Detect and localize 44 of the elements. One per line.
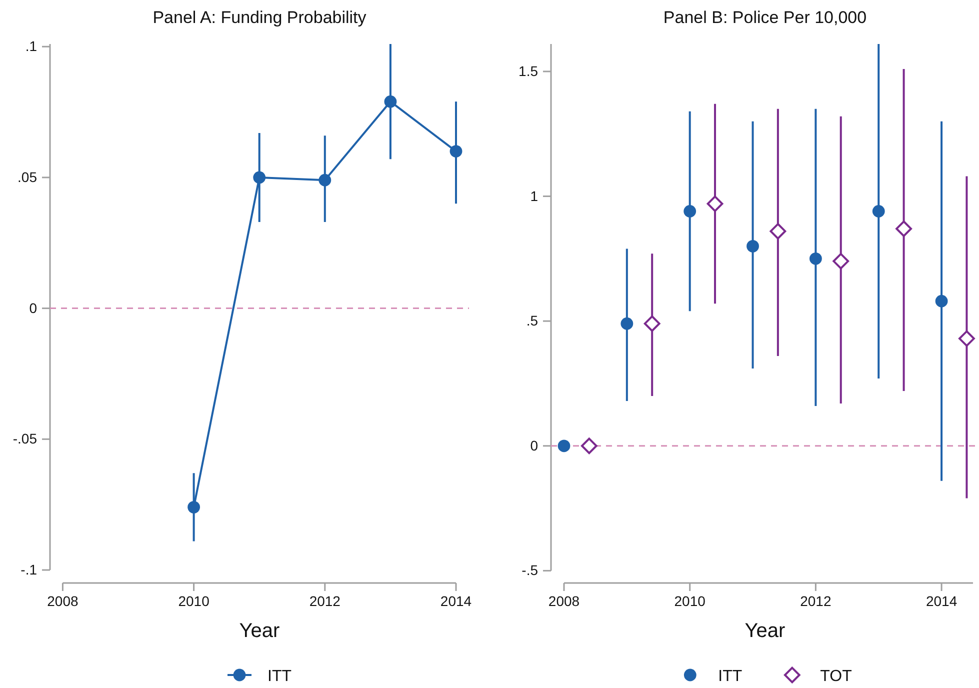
point <box>384 95 397 108</box>
x-axis-title: Year <box>239 620 280 642</box>
y-tick-label: -.5 <box>522 562 538 578</box>
point <box>872 205 885 218</box>
y-tick-label: -.05 <box>12 430 38 447</box>
y-tick-label: .5 <box>526 312 538 329</box>
x-tick-label: 2010 <box>178 592 210 609</box>
point <box>746 240 759 252</box>
x-tick-label: 2010 <box>674 592 706 609</box>
point <box>253 171 266 184</box>
point <box>188 501 200 514</box>
y-tick-label: 0 <box>530 437 538 454</box>
point <box>809 252 822 265</box>
x-tick-label: 2014 <box>926 592 958 609</box>
x-tick-label: 2008 <box>47 592 78 609</box>
x-tick-label: 2012 <box>800 592 832 609</box>
y-tick-label: .1 <box>25 38 38 54</box>
legend-label: TOT <box>820 668 852 685</box>
point <box>558 440 570 452</box>
point <box>684 205 696 218</box>
point <box>706 196 724 212</box>
point <box>958 330 975 347</box>
chart-title: Panel B: Police Per 10,000 <box>663 8 867 27</box>
point <box>935 294 948 308</box>
x-tick-label: 2014 <box>440 592 472 609</box>
point <box>450 145 462 158</box>
chart-title: Panel A: Funding Probability <box>152 8 367 27</box>
y-tick-label: 1.5 <box>518 62 538 79</box>
y-tick-label: 1 <box>530 188 538 204</box>
point <box>620 317 634 330</box>
y-tick-label: 0 <box>29 300 38 316</box>
x-axis-title: Year <box>744 620 786 642</box>
point <box>896 220 912 237</box>
x-tick-label: 2008 <box>548 592 580 609</box>
point <box>832 252 850 270</box>
y-tick-label: -.1 <box>20 561 38 578</box>
point <box>770 223 786 240</box>
y-tick-label: .05 <box>18 168 38 185</box>
point <box>580 438 598 454</box>
point <box>644 315 660 332</box>
legend-label: ITT <box>718 668 742 685</box>
x-tick-label: 2012 <box>309 592 341 609</box>
legend-label: ITT <box>268 668 292 685</box>
point <box>318 174 332 186</box>
